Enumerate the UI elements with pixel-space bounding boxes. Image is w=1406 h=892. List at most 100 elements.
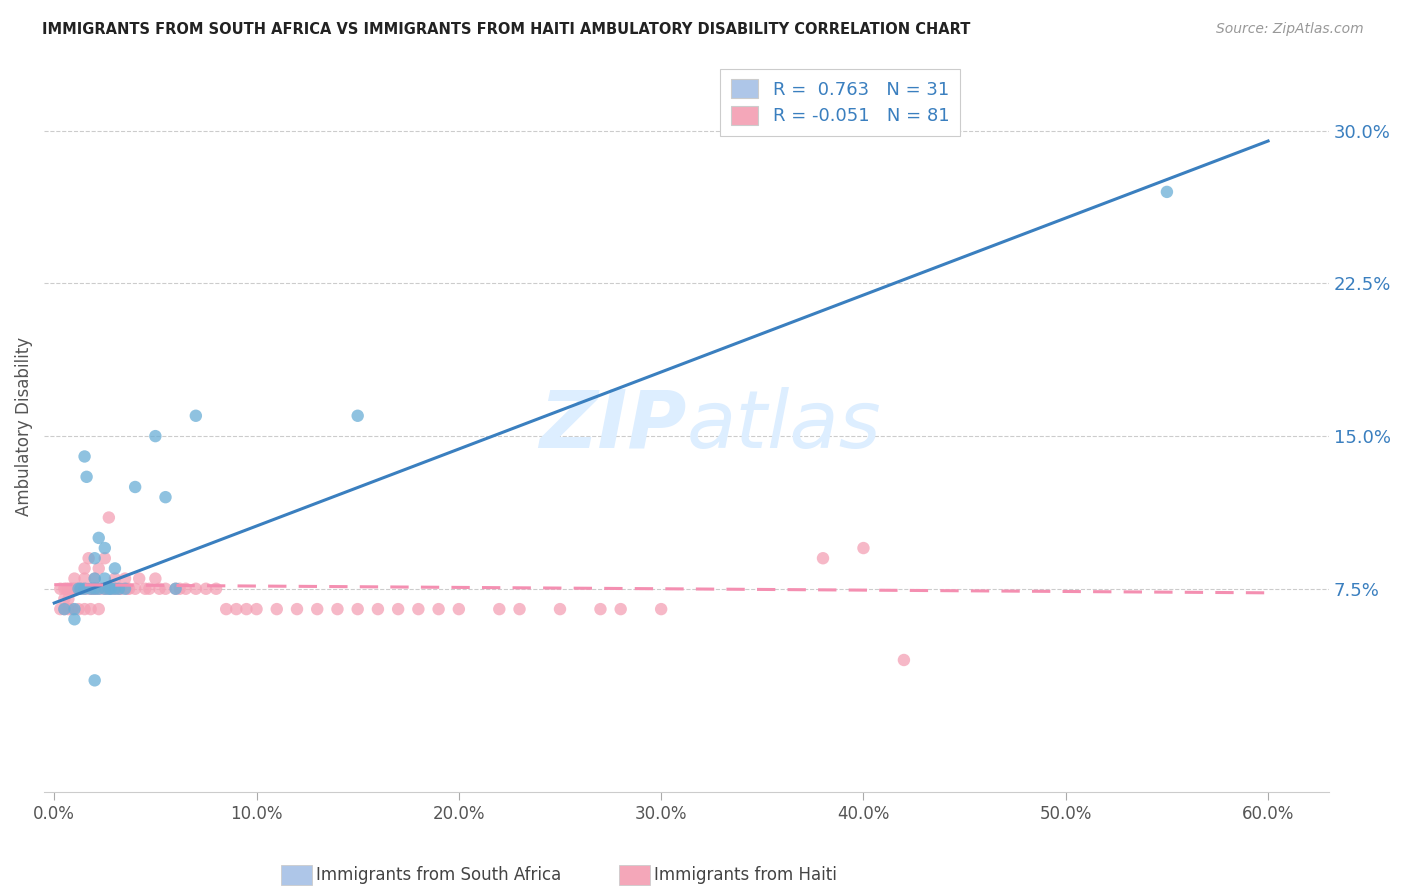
Point: [104, 572, 127, 586]
Point: [893, 653, 915, 667]
Point: [548, 602, 571, 616]
Point: [53, 591, 76, 606]
Point: [94, 541, 117, 555]
Point: [73, 561, 96, 575]
Point: [225, 602, 247, 616]
Point: [346, 409, 368, 423]
Point: [110, 582, 132, 596]
Text: Immigrants from South Africa: Immigrants from South Africa: [316, 866, 561, 884]
Point: [852, 541, 875, 555]
Point: [488, 602, 510, 616]
Point: [104, 582, 127, 596]
Point: [811, 551, 834, 566]
Point: [94, 551, 117, 566]
Point: [307, 602, 329, 616]
Y-axis label: Ambulatory Disability: Ambulatory Disability: [15, 336, 32, 516]
Point: [73, 450, 96, 464]
Point: [79, 582, 101, 596]
Point: [96, 582, 118, 596]
Point: [285, 602, 308, 616]
Point: [76, 582, 98, 596]
Point: [97, 510, 120, 524]
Point: [67, 582, 90, 596]
Point: [94, 572, 117, 586]
Point: [138, 582, 160, 596]
Point: [100, 582, 122, 596]
Point: [87, 531, 110, 545]
Point: [184, 409, 207, 423]
Point: [100, 582, 122, 596]
Point: [53, 582, 76, 596]
Point: [49, 582, 72, 596]
Point: [79, 602, 101, 616]
Point: [148, 582, 170, 596]
Point: [87, 561, 110, 575]
Point: [63, 572, 86, 586]
Point: [155, 490, 177, 504]
Point: [73, 572, 96, 586]
Point: [83, 582, 105, 596]
Point: [108, 582, 131, 596]
Point: [134, 582, 156, 596]
Point: [97, 582, 120, 596]
Point: [58, 602, 80, 616]
Point: [94, 582, 117, 596]
Point: [108, 582, 131, 596]
Point: [83, 572, 105, 586]
Point: [79, 582, 101, 596]
Point: [128, 572, 150, 586]
Point: [589, 602, 612, 616]
Point: [63, 602, 86, 616]
Point: [145, 429, 167, 443]
Text: Immigrants from Haiti: Immigrants from Haiti: [654, 866, 837, 884]
Point: [174, 582, 197, 596]
Point: [53, 602, 76, 616]
Point: [86, 582, 108, 596]
Point: [609, 602, 631, 616]
Point: [83, 572, 105, 586]
Point: [58, 591, 80, 606]
Point: [408, 602, 430, 616]
Point: [194, 582, 217, 596]
Point: [62, 602, 84, 616]
Point: [155, 582, 177, 596]
Point: [169, 582, 191, 596]
Point: [83, 582, 105, 596]
Point: [63, 612, 86, 626]
Point: [245, 602, 267, 616]
Point: [145, 572, 167, 586]
Point: [114, 582, 136, 596]
Point: [104, 582, 127, 596]
Point: [124, 480, 146, 494]
Point: [1156, 185, 1178, 199]
Point: [387, 602, 409, 616]
Point: [83, 551, 105, 566]
Point: [73, 582, 96, 596]
Point: [104, 561, 127, 575]
Point: [184, 582, 207, 596]
Point: [205, 582, 228, 596]
Point: [49, 602, 72, 616]
Point: [115, 582, 138, 596]
Point: [73, 602, 96, 616]
Point: [55, 582, 77, 596]
Point: [326, 602, 349, 616]
Point: [59, 582, 82, 596]
Point: [83, 673, 105, 688]
Point: [346, 602, 368, 616]
Point: [69, 582, 91, 596]
Point: [94, 582, 117, 596]
Point: [367, 602, 389, 616]
Point: [118, 582, 141, 596]
Point: [82, 582, 104, 596]
Point: [62, 582, 84, 596]
Point: [447, 602, 470, 616]
Point: [87, 582, 110, 596]
Point: [58, 582, 80, 596]
Point: [77, 551, 100, 566]
Point: [215, 602, 238, 616]
Point: [165, 582, 187, 596]
Point: [650, 602, 672, 616]
Legend: R =  0.763   N = 31, R = -0.051   N = 81: R = 0.763 N = 31, R = -0.051 N = 81: [720, 69, 960, 136]
Point: [235, 602, 257, 616]
